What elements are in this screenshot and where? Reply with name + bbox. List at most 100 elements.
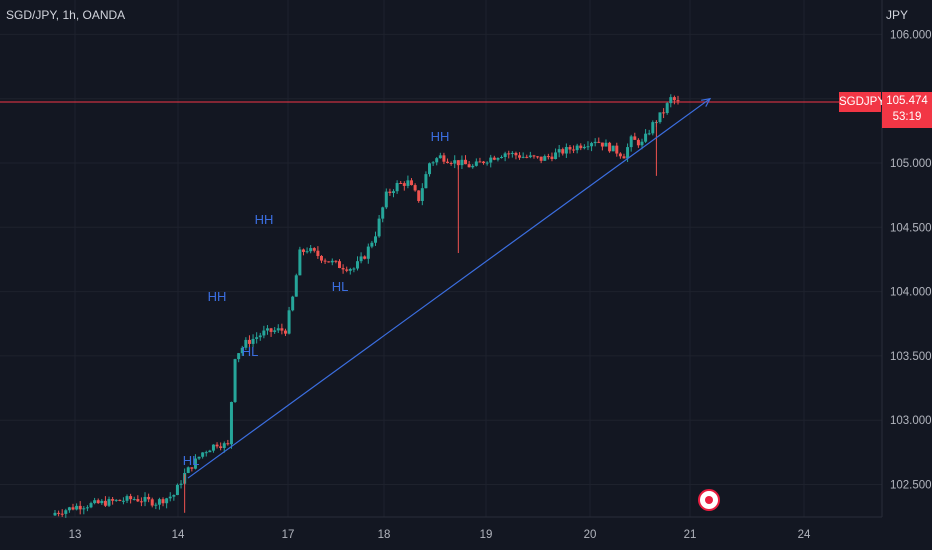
candle-body — [237, 353, 241, 360]
candle-body — [352, 268, 356, 270]
candle-body — [89, 503, 93, 508]
candle-body — [633, 136, 637, 140]
candle-body — [521, 156, 525, 158]
candle-body — [651, 122, 655, 134]
candle-body — [600, 142, 604, 147]
candle-body — [582, 146, 586, 149]
candles — [53, 94, 680, 518]
candle-body — [150, 499, 154, 506]
candle-body — [424, 174, 428, 189]
candle-body — [53, 512, 57, 516]
candle-body — [341, 268, 345, 270]
candle-body — [586, 146, 590, 148]
x-tick-label: 14 — [172, 529, 185, 541]
candle-body — [118, 499, 122, 501]
go-to-realtime-button[interactable] — [698, 489, 720, 511]
candle-body — [165, 498, 169, 504]
candle-body — [129, 496, 133, 500]
candle-body — [464, 159, 468, 165]
candle-body — [215, 444, 219, 447]
candle-body — [244, 339, 248, 348]
candle-body — [676, 100, 680, 102]
candle-body — [636, 139, 640, 146]
candle-body — [539, 156, 543, 161]
candle-body — [492, 157, 496, 160]
candle-body — [374, 236, 378, 243]
candle-body — [229, 401, 233, 445]
chart-title: SGD/JPY, 1h, OANDA — [6, 8, 126, 22]
candle-body — [107, 499, 111, 506]
candle-body — [226, 443, 230, 445]
candle-body — [327, 261, 331, 263]
candle-body — [669, 97, 673, 104]
candle-body — [193, 458, 197, 469]
candle-body — [482, 161, 486, 164]
candle-body — [489, 157, 493, 163]
candle-body — [604, 142, 608, 147]
last-price-value: 105.474 — [886, 95, 928, 107]
y-tick-label: 105.000 — [890, 158, 932, 170]
candle-body — [319, 255, 323, 261]
candle-body — [168, 496, 172, 499]
candle-body — [75, 505, 79, 510]
candle-body — [608, 142, 612, 152]
candle-body — [564, 147, 568, 154]
candle-body — [283, 330, 287, 334]
candle-body — [514, 152, 518, 156]
candle-body — [204, 452, 208, 454]
candle-body — [348, 269, 352, 271]
candle-body — [157, 499, 161, 505]
candle-body — [388, 191, 392, 193]
candle-body — [435, 158, 439, 163]
candle-body — [644, 133, 648, 142]
candle-body — [330, 260, 334, 263]
candle-body — [280, 328, 284, 331]
record-icon — [705, 496, 713, 504]
candle-body — [132, 499, 136, 501]
candle-body — [572, 149, 576, 151]
candle-body — [507, 153, 511, 155]
candle-body — [208, 450, 212, 453]
candle-body — [276, 328, 280, 331]
candle-body — [222, 443, 226, 448]
candle-body — [658, 112, 662, 123]
candle-body — [247, 339, 251, 344]
candle-body — [147, 496, 151, 500]
candle-body — [67, 507, 71, 511]
swing-label-hh: HH — [255, 212, 274, 227]
candle-body — [597, 141, 601, 143]
swing-label-hh: HH — [431, 129, 450, 144]
candle-body — [413, 185, 417, 191]
candle-body — [114, 499, 118, 501]
trend-line[interactable] — [187, 97, 712, 479]
candle-body — [428, 163, 432, 175]
candle-body — [438, 155, 442, 159]
candle-body — [568, 147, 572, 150]
candle-body — [273, 330, 277, 332]
candle-body — [78, 505, 82, 510]
candle-body — [478, 161, 482, 163]
candle-body — [622, 156, 626, 159]
y-tick-label: 106.000 — [890, 29, 932, 41]
candle-body — [366, 246, 370, 259]
candle-body — [57, 512, 61, 514]
candle-body — [550, 156, 554, 160]
candle-body — [323, 260, 327, 262]
candle-body — [291, 296, 295, 311]
candle-body — [265, 328, 269, 331]
candle-body — [103, 500, 107, 506]
time-axis[interactable]: 13 14 17 18 19 20 21 24 — [69, 529, 811, 541]
grid — [0, 0, 882, 517]
candle-body — [532, 155, 536, 157]
candle-body — [377, 218, 381, 237]
symbol-tag: SGDJPY — [839, 92, 885, 112]
candle-body — [518, 155, 522, 158]
candle-body — [190, 467, 194, 469]
candle-body — [309, 248, 313, 252]
candle-body — [240, 347, 244, 354]
candle-body — [449, 162, 453, 164]
candle-body — [536, 156, 540, 158]
trend-arrow-line — [187, 98, 711, 479]
candle-body — [154, 504, 158, 506]
